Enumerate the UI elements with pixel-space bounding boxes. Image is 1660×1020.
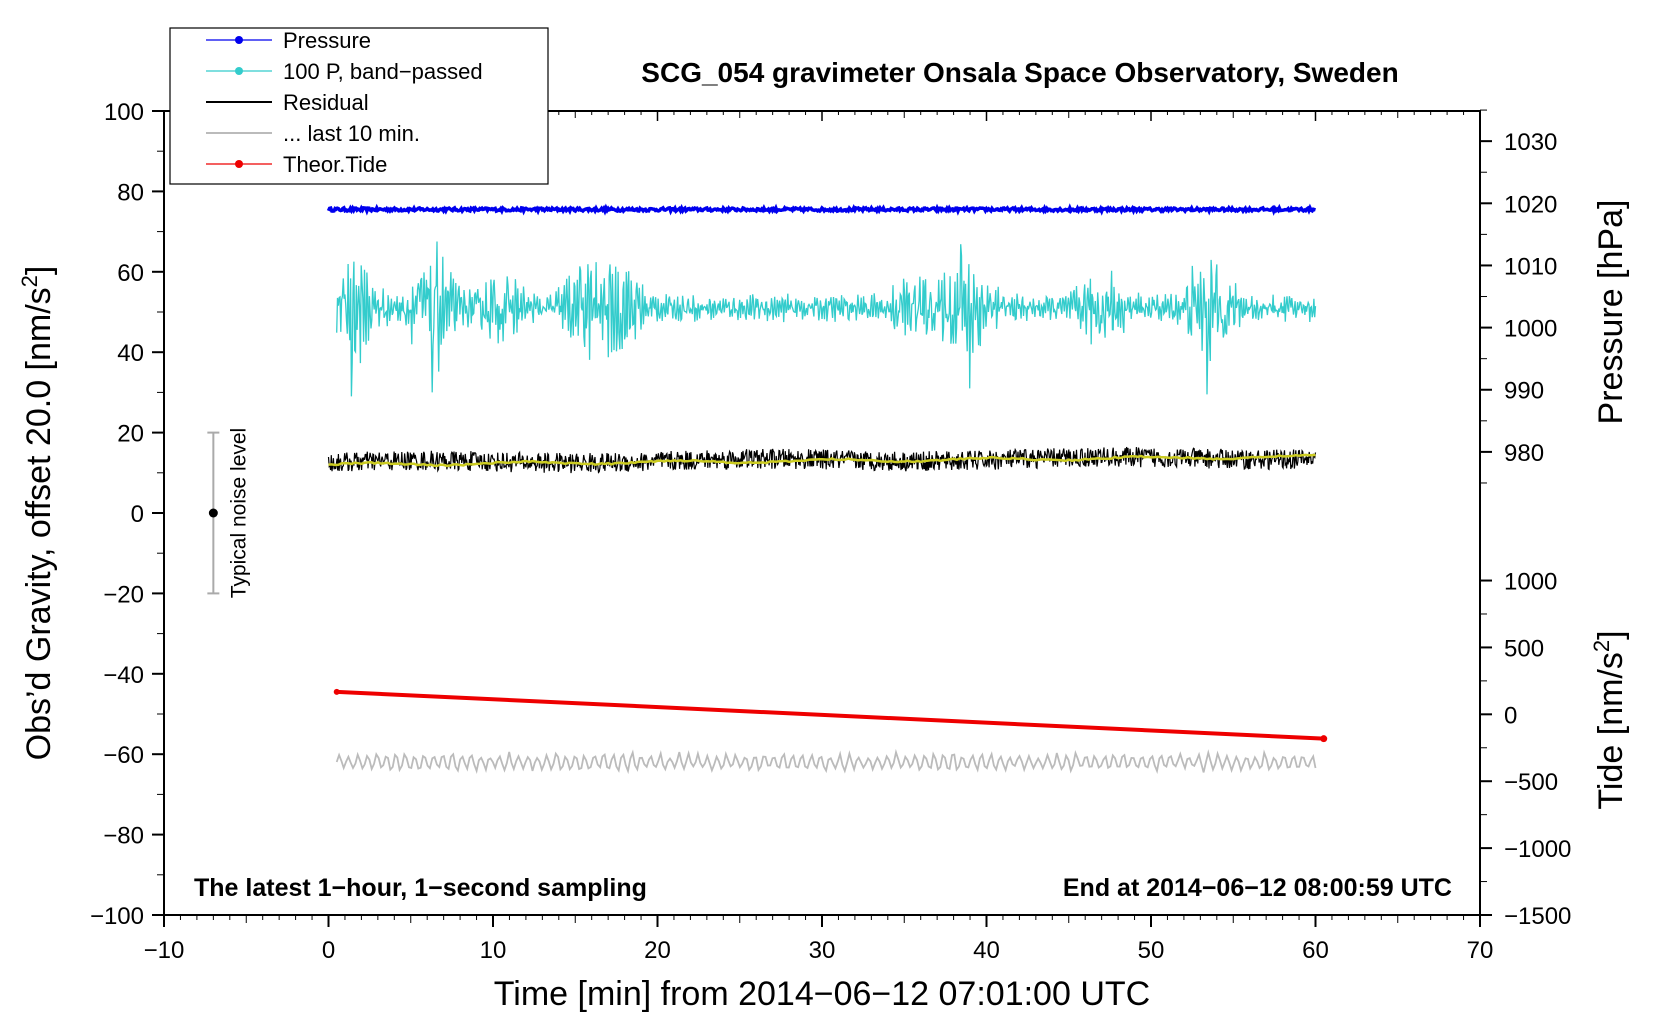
pressure-tick-label: 990 bbox=[1504, 378, 1544, 405]
legend-pressure-dot bbox=[235, 36, 243, 44]
noise-bar: Typical noise level bbox=[207, 428, 250, 598]
legend-tide-dot bbox=[235, 160, 243, 168]
noise-bar-center bbox=[208, 508, 218, 518]
pressure-tick-label: 1010 bbox=[1504, 253, 1557, 280]
residual-line bbox=[327, 446, 1317, 474]
tide-tick-label: 500 bbox=[1504, 635, 1544, 662]
tide-tick-label: −1000 bbox=[1504, 836, 1571, 863]
y-axis-label-tide-main: Tide [nm/s bbox=[1592, 652, 1630, 809]
annotation-bottom-right: End at 2014−06−12 08:00:59 UTC bbox=[1063, 874, 1452, 902]
tide-tick-label: 1000 bbox=[1504, 569, 1557, 596]
y-tick-label: −40 bbox=[103, 662, 144, 689]
tide-end-point bbox=[1320, 735, 1328, 743]
series-pressure bbox=[326, 203, 1316, 216]
y-axis-label-left-end: ] bbox=[20, 266, 58, 275]
y-tick-label: −100 bbox=[90, 903, 144, 930]
tide-start-point bbox=[333, 688, 340, 695]
x-tick-label: 20 bbox=[644, 937, 671, 964]
x-axis-label: Time [min] from 2014−06−12 07:01:00 UTC bbox=[494, 975, 1150, 1013]
pressure-tick-label: 980 bbox=[1504, 440, 1544, 467]
x-tick-label: 0 bbox=[322, 937, 335, 964]
x-tick-label: 50 bbox=[1138, 937, 1165, 964]
legend-box bbox=[169, 27, 549, 185]
y-axis-label-left-sup: 2 bbox=[17, 275, 42, 287]
y-tick-label: 20 bbox=[117, 421, 144, 448]
plot-frame bbox=[163, 110, 1481, 916]
series-bandpassed bbox=[336, 241, 1317, 397]
y-axis-label-left-main: Obs’d Gravity, offset 20.0 [nm/s bbox=[20, 287, 58, 760]
x-tick-label: 60 bbox=[1302, 937, 1329, 964]
legend-pressure-label: Pressure bbox=[283, 28, 371, 53]
tide-line bbox=[336, 689, 1324, 741]
x-tick-label: 10 bbox=[480, 937, 507, 964]
x-tick-label: 30 bbox=[809, 937, 836, 964]
series-tide bbox=[333, 688, 1328, 743]
last10-line bbox=[335, 748, 1317, 775]
series-residual bbox=[327, 446, 1317, 474]
y-axis-label-tide: Tide [nm/s2] bbox=[1589, 630, 1630, 809]
y-axis-label-pressure: Pressure [hPa] bbox=[1592, 200, 1630, 425]
y-tick-label: −20 bbox=[103, 581, 144, 608]
y-tick-label: 40 bbox=[117, 340, 144, 367]
noise-bar-label: Typical noise level bbox=[227, 428, 250, 598]
tide-tick-label: −1500 bbox=[1504, 903, 1571, 930]
legend-residual-label: Residual bbox=[283, 90, 369, 115]
y-axis-label-left: Obs’d Gravity, offset 20.0 [nm/s2] bbox=[17, 266, 58, 761]
x-tick-label: 40 bbox=[973, 937, 1000, 964]
axes-layer: −10 0 10 20 30 40 50 60 70−100−80−60−40−20020406… bbox=[90, 99, 1571, 964]
legend-bandpassed-dot bbox=[235, 67, 243, 75]
legend-last10-label: ... last 10 min. bbox=[283, 121, 420, 146]
y-tick-label: 0 bbox=[131, 501, 144, 528]
y-axis-label-tide-sup: 2 bbox=[1589, 640, 1614, 652]
y-tick-label: 60 bbox=[117, 260, 144, 287]
legend-tide-label: Theor.Tide bbox=[283, 152, 387, 177]
pressure-tick-label: 1000 bbox=[1504, 316, 1557, 343]
smooth-line bbox=[328, 453, 1316, 468]
series-layer bbox=[326, 203, 1328, 775]
pressure-tick-label: 1020 bbox=[1504, 191, 1557, 218]
tide-tick-label: −500 bbox=[1504, 769, 1558, 796]
series-smooth bbox=[328, 453, 1316, 468]
bandpassed-line bbox=[336, 241, 1317, 397]
y-tick-label: 100 bbox=[104, 99, 144, 126]
y-tick-label: −80 bbox=[103, 823, 144, 850]
chart-title: SCG_054 gravimeter Onsala Space Observat… bbox=[641, 57, 1398, 88]
tide-tick-label: 0 bbox=[1504, 702, 1517, 729]
series-last10 bbox=[335, 748, 1317, 775]
y-axis-label-tide-end: ] bbox=[1592, 630, 1630, 639]
x-tick-label: 70 bbox=[1467, 937, 1494, 964]
y-tick-label: 80 bbox=[117, 179, 144, 206]
annotation-bottom-left: The latest 1−hour, 1−second sampling bbox=[194, 874, 647, 902]
legend: Pressure 100 P, band−passed Residual ...… bbox=[169, 27, 549, 185]
legend-bandpassed-label: 100 P, band−passed bbox=[283, 59, 483, 84]
pressure-line bbox=[326, 203, 1316, 216]
pressure-tick-label: 1030 bbox=[1504, 129, 1557, 156]
y-tick-label: −60 bbox=[103, 742, 144, 769]
x-tick-label: −10 bbox=[144, 937, 185, 964]
